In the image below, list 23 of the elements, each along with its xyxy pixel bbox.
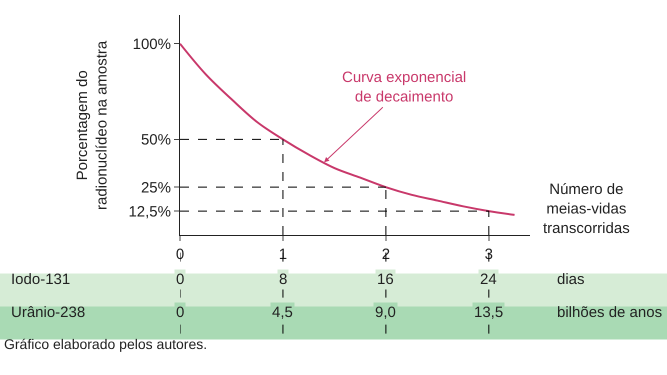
y-tick-label: 100% [132,36,171,53]
x-tick-label: 2 [382,246,390,263]
text: 8 [279,271,288,288]
y-tick-label: 25% [140,179,171,196]
text: 4,5 [272,304,293,321]
text: 16 [377,271,394,288]
text: 13,5 [474,304,504,321]
x-tick-label: 3 [484,246,493,263]
y-tick-label: 12,5% [128,203,171,220]
text: Iodo-131 [11,271,70,288]
text: dias [557,271,585,288]
y-tick-label: 50% [140,132,171,149]
annotation: Curva exponencial de decaimento [342,69,466,106]
text: Gráfico elaborado pelos autores. [4,336,208,352]
text: 0 [176,271,184,288]
text: Urânio-238 [11,304,86,321]
text: 0 [176,304,184,321]
text: 24 [480,271,497,288]
x-tick-label: 0 [176,246,184,263]
text: 9,0 [375,304,396,321]
y-axis-title: Porcentagem do radionuclídeo na amostra [74,40,110,210]
x-axis-title: Número de meias-vidas transcorridas [543,181,630,237]
text: bilhões de anos [557,304,662,321]
